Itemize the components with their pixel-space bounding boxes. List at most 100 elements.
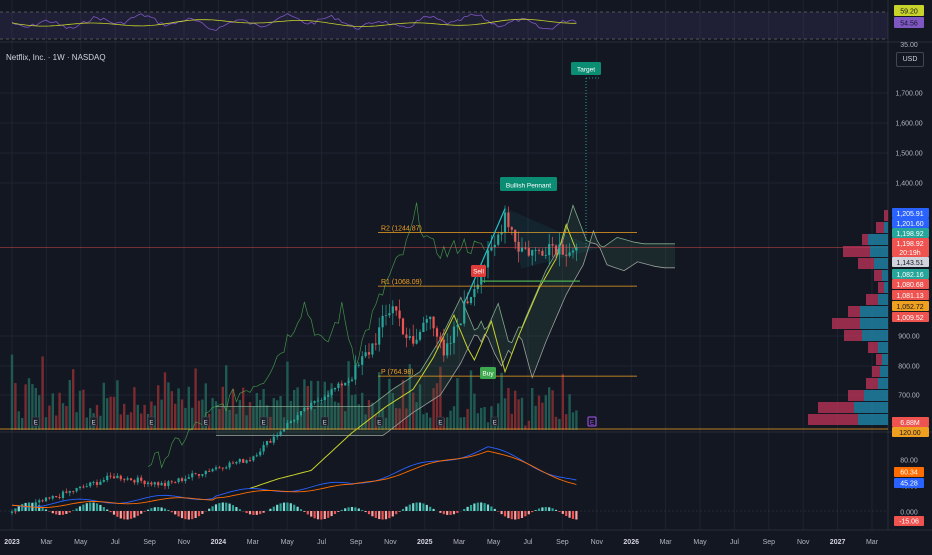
volume-bar: [24, 384, 26, 430]
candle-body: [167, 481, 169, 486]
candle-body: [303, 408, 305, 411]
volume-bar: [555, 417, 557, 430]
candle-body: [470, 297, 472, 303]
macd-histogram-bar: [358, 508, 360, 511]
candle-body: [76, 488, 78, 491]
price-axis-badge-label: 1,143.51: [896, 260, 923, 267]
volume-profile-buy: [880, 366, 888, 377]
volume-bar: [106, 398, 108, 430]
earnings-marker-label: E: [204, 421, 208, 427]
candle-body: [433, 317, 435, 329]
volume-profile-sell: [832, 318, 860, 329]
volume-bar: [422, 414, 424, 430]
volume-bar: [65, 406, 67, 430]
volume-profile-sell: [844, 330, 862, 341]
candle-body: [239, 459, 241, 462]
candle-body: [354, 365, 356, 380]
volume-bar: [103, 383, 105, 430]
macd-histogram-bar: [171, 511, 173, 512]
macd-histogram-bar: [52, 511, 54, 513]
volume-bar: [45, 417, 47, 430]
macd-histogram-bar: [174, 511, 176, 514]
candle-body: [334, 388, 336, 389]
volume-profile-buy: [864, 390, 888, 401]
volume-profile-sell: [862, 234, 868, 245]
volume-bar: [62, 403, 64, 430]
volume-profile-sell: [884, 210, 888, 221]
macd-histogram-bar: [133, 511, 135, 518]
volume-profile-buy: [878, 378, 888, 389]
volume-profile-sell: [878, 282, 884, 293]
macd-histogram-bar: [456, 511, 458, 513]
candle-body: [242, 459, 244, 463]
price-axis-tick: 1,400.00: [895, 181, 922, 188]
candle-body: [263, 445, 265, 452]
volume-bar: [521, 398, 523, 430]
time-axis-label: Jul: [317, 539, 326, 546]
price-axis-badge-label: 1,009.52: [896, 315, 923, 322]
volume-profile-buy: [860, 318, 888, 329]
macd-histogram-bar: [82, 505, 84, 511]
macd-histogram-bar: [161, 507, 163, 511]
volume-bar: [181, 399, 183, 430]
volume-bar: [449, 411, 451, 430]
volume-bar: [473, 394, 475, 430]
macd-histogram-bar: [259, 511, 261, 514]
macd-histogram-bar: [93, 503, 95, 511]
volume-bar: [55, 415, 57, 430]
macd-histogram-bar: [419, 503, 421, 511]
macd-histogram-bar: [208, 509, 210, 511]
macd-histogram-bar: [511, 511, 513, 519]
volume-bar: [568, 394, 570, 430]
macd-histogram-bar: [337, 511, 339, 512]
candle-body: [154, 482, 156, 484]
volume-bar: [545, 395, 547, 430]
time-axis-label: 2023: [4, 539, 20, 546]
macd-histogram-bar: [188, 511, 190, 520]
candle-body: [130, 478, 132, 480]
macd-histogram-bar: [59, 511, 61, 515]
candle-body: [195, 473, 197, 474]
macd-histogram-bar: [371, 511, 373, 516]
macd-histogram-bar: [524, 511, 526, 516]
volume-bar: [453, 406, 455, 430]
macd-histogram-bar: [89, 503, 91, 511]
macd-histogram-bar: [18, 506, 20, 511]
macd-histogram-bar: [569, 511, 571, 518]
macd-histogram-bar: [106, 510, 108, 511]
price-axis-badge-label: 1,201.60: [896, 221, 923, 228]
macd-histogram-bar: [528, 511, 530, 514]
macd-histogram-bar: [191, 511, 193, 519]
macd-histogram-bar: [409, 505, 411, 511]
macd-histogram-bar: [123, 511, 125, 519]
volume-bar: [470, 370, 472, 430]
candle-body: [392, 306, 394, 313]
time-axis-label: 2027: [830, 539, 846, 546]
candle-body: [324, 397, 326, 400]
time-axis-label: Sep: [143, 539, 156, 546]
volume-bar: [137, 405, 139, 430]
candle-body: [378, 327, 380, 344]
macd-histogram-bar: [487, 505, 489, 511]
candle-body: [120, 476, 122, 480]
pivot-r2-label: R2 (1244.87): [381, 226, 422, 233]
candle-body: [314, 401, 316, 403]
volume-bar: [130, 412, 132, 430]
macd-histogram-bar: [280, 503, 282, 511]
volume-bar: [126, 415, 128, 430]
macd-histogram-bar: [273, 507, 275, 511]
volume-profile-sell: [866, 378, 878, 389]
macd-histogram-bar: [140, 511, 142, 514]
volume-profile-buy: [858, 414, 888, 425]
volume-bar: [534, 406, 536, 430]
volume-profile-buy: [878, 294, 888, 305]
macd-histogram-bar: [484, 503, 486, 511]
volume-profile-sell: [872, 366, 880, 377]
price-axis-badge-label: 6.88M: [900, 420, 920, 427]
earnings-marker-label: E: [34, 421, 38, 427]
currency-button[interactable]: USD: [896, 52, 924, 67]
volume-bar: [41, 356, 43, 430]
candle-body: [150, 483, 152, 485]
macd-histogram-bar: [320, 511, 322, 520]
